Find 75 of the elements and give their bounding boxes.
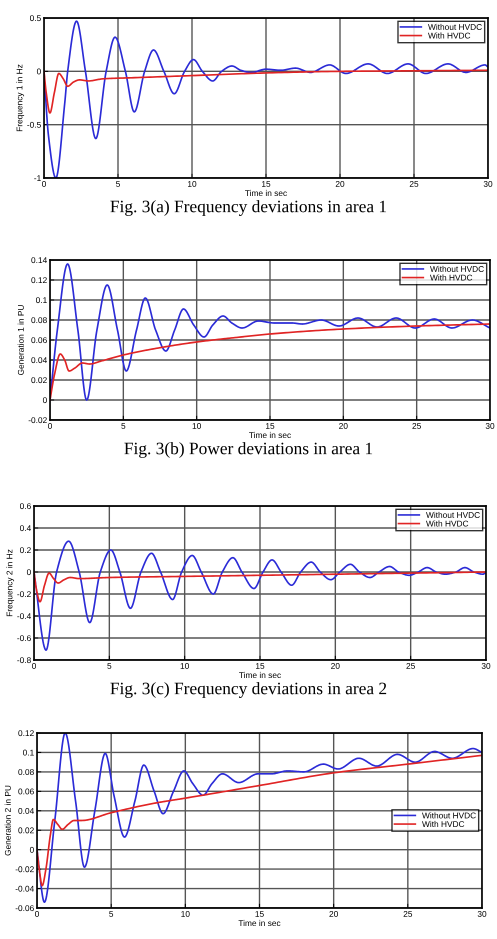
x-axis-title: Time in sec [249,432,291,438]
y-tick-label: 0.06 [31,337,47,344]
y-tick-label: 0.08 [31,317,47,324]
y-tick-label: 0.04 [31,357,47,364]
x-tick-label: 15 [266,423,274,429]
caption: Fig. 3(b) Power deviations in area 1 [124,442,372,458]
x-axis-title: Time in sec [239,672,281,678]
y-axis-title: Generation 2 in PU [4,786,11,856]
legend-label: With HVDC [430,274,472,281]
y-tick-label: -0.8 [17,657,31,664]
legend-label: Without HVDC [428,24,482,30]
x-tick-label: 5 [116,181,120,187]
y-tick-label: 0.12 [18,730,34,736]
y-tick-label: -0.2 [17,591,31,598]
y-tick-label: 0.4 [20,525,31,532]
y-tick-label: 0.02 [31,377,47,384]
y-tick-label: 0.04 [18,808,34,814]
x-tick-label: 30 [486,423,494,429]
legend-label: Without HVDC [430,266,484,272]
x-tick-label: 10 [192,423,201,429]
legend-label: Without HVDC [426,512,480,518]
y-tick-label: 0.14 [31,257,47,264]
y-tick-label: -0.6 [17,635,31,642]
y-axis-title: Frequency 2 in Hz [6,550,14,616]
x-tick-label: 0 [48,423,52,429]
y-tick-label: 0.12 [31,277,47,284]
x-tick-label: 25 [410,181,418,187]
x-tick-label: 30 [484,181,492,187]
y-tick-label: -1 [34,175,41,182]
x-tick-label: 15 [256,663,264,669]
y-tick-label: -0.04 [16,886,34,892]
x-tick-label: 20 [336,181,344,187]
y-tick-label: -0.06 [16,905,34,912]
x-tick-label: 25 [404,911,412,917]
legend-label: With HVDC [426,520,468,527]
y-tick-label: 0 [30,846,34,853]
y-tick-label: 0.2 [20,547,31,554]
y-tick-label: -0.4 [17,613,31,620]
x-tick-label: 5 [107,663,112,669]
y-tick-label: 0.1 [36,297,47,304]
y-tick-label: 0 [26,569,31,576]
y-tick-label: 0.6 [20,503,31,510]
y-tick-label: 0.5 [30,15,41,22]
y-axis-title: Generation 1 in PU [18,305,24,376]
y-tick-label: -0.02 [16,866,34,872]
x-axis-title: Time in sec [238,920,280,926]
x-tick-label: 5 [109,911,114,917]
y-tick-label: 0.08 [18,769,34,775]
y-tick-label: 0 [42,397,47,404]
x-tick-label: 20 [331,663,340,669]
x-tick-label: 10 [188,181,196,187]
y-tick-label: -0.02 [28,417,47,424]
legend-label: Without HVDC [422,812,476,818]
x-tick-label: 10 [181,911,190,917]
y-axis-title: Frequency 1 in Hz [16,64,24,132]
x-tick-label: 25 [406,663,415,669]
legend-label: With HVDC [428,32,470,39]
y-tick-label: 0.02 [18,827,34,834]
x-tick-label: 20 [339,423,348,429]
y-tick-label: -0.5 [27,122,41,128]
x-tick-label: 30 [478,911,486,917]
y-tick-label: 0 [36,68,41,74]
x-tick-label: 30 [482,663,490,669]
x-axis-title: Time in sec [245,190,287,196]
x-tick-label: 10 [180,663,189,669]
x-tick-label: 25 [412,423,421,429]
x-tick-label: 15 [256,911,264,917]
x-tick-label: 5 [121,423,126,429]
x-tick-label: 15 [262,181,270,187]
x-tick-label: 20 [329,911,338,917]
y-tick-label: 0.06 [18,788,34,794]
legend-label: With HVDC [422,820,464,828]
caption: Fig. 3(c) Frequency deviations in area 2 [110,682,386,698]
caption: Fig. 3(a) Frequency deviations in area 1 [110,200,386,216]
y-tick-label: 0.1 [22,750,34,756]
